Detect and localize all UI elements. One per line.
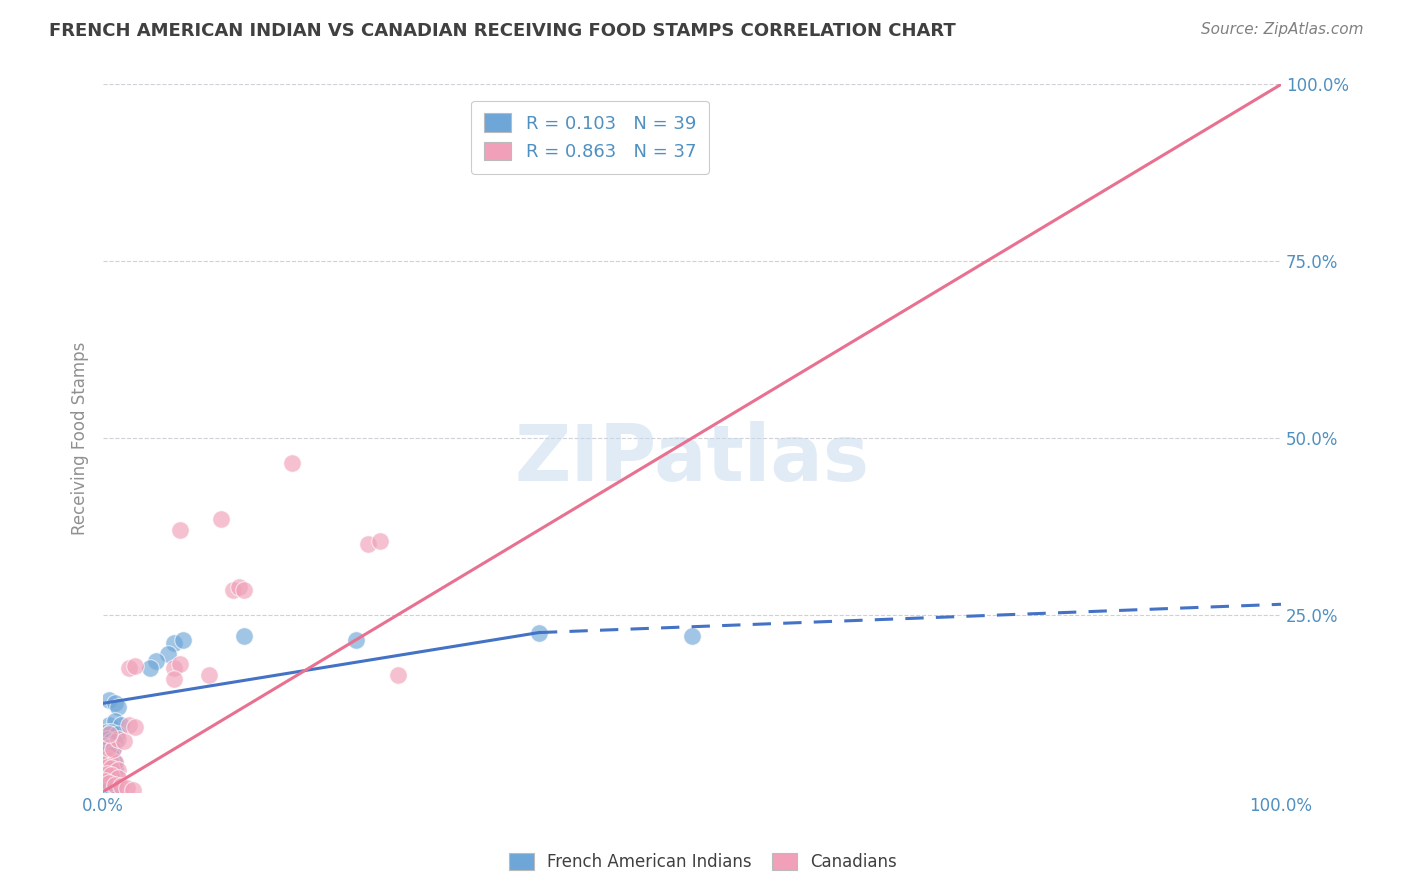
Point bbox=[156, 647, 179, 661]
Point bbox=[96, 760, 118, 774]
Point bbox=[357, 537, 380, 551]
Point bbox=[233, 583, 256, 598]
Point bbox=[233, 629, 256, 643]
Point bbox=[97, 740, 120, 755]
Point bbox=[107, 731, 129, 746]
Point bbox=[163, 672, 186, 686]
Point bbox=[344, 632, 367, 647]
Point bbox=[139, 661, 162, 675]
Point bbox=[104, 756, 127, 771]
Point bbox=[121, 782, 143, 797]
Point bbox=[681, 629, 703, 643]
Point bbox=[101, 742, 124, 756]
Point bbox=[96, 750, 118, 764]
Point bbox=[101, 742, 124, 756]
Point bbox=[98, 717, 121, 731]
Point bbox=[94, 764, 117, 779]
Point bbox=[98, 727, 121, 741]
Point bbox=[104, 714, 127, 728]
Point bbox=[104, 696, 127, 710]
Point bbox=[221, 583, 243, 598]
Text: ZIPatlas: ZIPatlas bbox=[515, 421, 869, 497]
Point bbox=[104, 762, 127, 776]
Point bbox=[98, 774, 121, 789]
Point bbox=[98, 692, 121, 706]
Point bbox=[98, 753, 121, 767]
Point bbox=[94, 781, 117, 796]
Point bbox=[118, 661, 141, 675]
Point bbox=[100, 768, 122, 782]
Point bbox=[94, 757, 117, 772]
Point bbox=[118, 717, 141, 731]
Point bbox=[198, 668, 221, 682]
Point bbox=[209, 512, 232, 526]
Point bbox=[115, 781, 138, 796]
Point bbox=[107, 771, 129, 785]
Point bbox=[96, 767, 118, 781]
Point bbox=[527, 625, 550, 640]
Point bbox=[104, 778, 127, 792]
Point bbox=[280, 456, 302, 470]
Point bbox=[101, 782, 124, 797]
Point bbox=[98, 754, 121, 768]
Point bbox=[104, 735, 127, 749]
Point bbox=[228, 580, 250, 594]
Point bbox=[169, 657, 191, 672]
Point bbox=[98, 760, 121, 774]
Y-axis label: Receiving Food Stamps: Receiving Food Stamps bbox=[72, 342, 89, 535]
Point bbox=[100, 747, 122, 762]
Point bbox=[94, 774, 117, 789]
Text: FRENCH AMERICAN INDIAN VS CANADIAN RECEIVING FOOD STAMPS CORRELATION CHART: FRENCH AMERICAN INDIAN VS CANADIAN RECEI… bbox=[49, 22, 956, 40]
Point bbox=[163, 661, 186, 675]
Point bbox=[98, 781, 121, 796]
Point bbox=[145, 654, 167, 668]
Point bbox=[104, 755, 127, 769]
Text: Source: ZipAtlas.com: Source: ZipAtlas.com bbox=[1201, 22, 1364, 37]
Point bbox=[100, 761, 122, 775]
Point bbox=[96, 724, 118, 739]
Point bbox=[94, 753, 117, 767]
Point bbox=[112, 733, 135, 747]
Legend: R = 0.103   N = 39, R = 0.863   N = 37: R = 0.103 N = 39, R = 0.863 N = 37 bbox=[471, 101, 709, 174]
Point bbox=[110, 717, 132, 731]
Point bbox=[98, 740, 121, 755]
Point bbox=[107, 699, 129, 714]
Point bbox=[105, 727, 128, 741]
Point bbox=[110, 779, 132, 793]
Point bbox=[107, 764, 129, 778]
Point bbox=[368, 533, 391, 548]
Point bbox=[98, 767, 121, 781]
Point bbox=[98, 775, 121, 789]
Point bbox=[94, 739, 117, 753]
Point bbox=[124, 720, 146, 734]
Point bbox=[124, 658, 146, 673]
Point bbox=[96, 731, 118, 746]
Point bbox=[100, 724, 122, 739]
Point bbox=[96, 746, 118, 760]
Point bbox=[163, 636, 186, 650]
Point bbox=[387, 668, 409, 682]
Legend: French American Indians, Canadians: French American Indians, Canadians bbox=[501, 845, 905, 880]
Point bbox=[100, 733, 122, 747]
Point bbox=[172, 632, 194, 647]
Point bbox=[94, 772, 117, 786]
Point bbox=[169, 523, 191, 537]
